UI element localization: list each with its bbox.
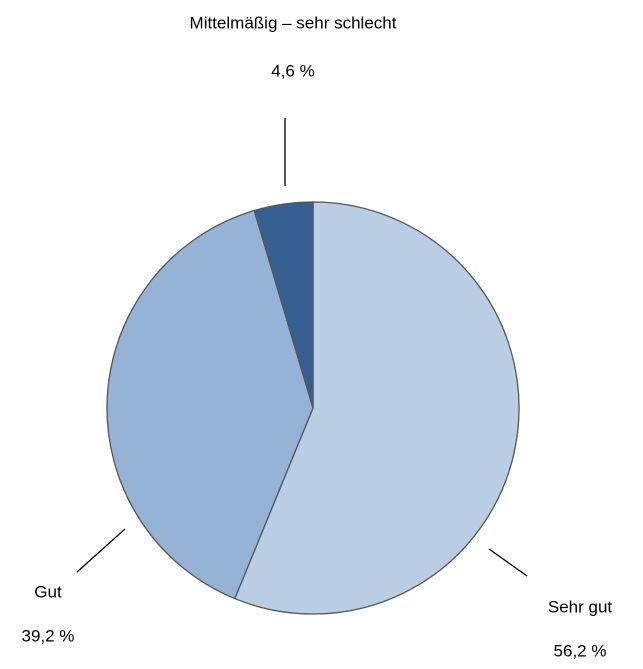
leader-line xyxy=(76,528,126,573)
pie-slice xyxy=(233,201,520,615)
pie-slice xyxy=(253,201,314,409)
value-label: 56,2 % xyxy=(554,641,607,660)
slice-label: Gut xyxy=(34,582,62,601)
pie-slice xyxy=(106,209,314,600)
leader-line xyxy=(488,548,528,577)
slice-label: Mittelmäßig – sehr schlecht xyxy=(190,13,397,32)
value-label: 39,2 % xyxy=(22,626,75,645)
value-label: 4,6 % xyxy=(271,61,314,80)
slice-label: Sehr gut xyxy=(548,597,613,616)
